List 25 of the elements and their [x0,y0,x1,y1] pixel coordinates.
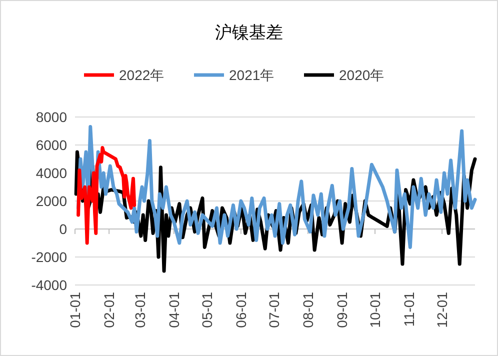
y-tick-label: 8000 [36,109,68,125]
x-tick-label: 04-01 [166,292,182,328]
legend-label: 2021年 [229,67,274,83]
x-tick-label: 07-01 [266,292,282,328]
legend-label: 2020年 [339,67,384,83]
y-tick-label: 2000 [36,193,68,209]
y-tick-label: -4000 [31,277,68,293]
x-tick-label: 12-01 [434,292,450,328]
x-tick-label: 06-01 [232,292,249,328]
line-series [76,125,477,249]
x-tick-label: 01-01 [67,292,83,328]
x-tick-label: 10-01 [367,292,383,328]
y-tick-label: 0 [59,221,68,237]
y-tick-label: 4000 [36,165,68,181]
x-tick-label: 02-01 [101,292,118,328]
x-tick-label: 09-01 [334,292,350,328]
x-tick-label: 03-01 [132,292,148,328]
chart-title: 沪镍基差 [215,23,283,42]
x-tick-label: 08-01 [300,292,316,328]
x-tick-label: 11-01 [401,292,418,327]
line-series [76,146,136,245]
x-tick-label: 05-01 [198,292,215,328]
y-tick-label: -2000 [31,249,68,265]
y-tick-label: 6000 [36,137,68,153]
legend-label: 2022年 [119,67,164,83]
